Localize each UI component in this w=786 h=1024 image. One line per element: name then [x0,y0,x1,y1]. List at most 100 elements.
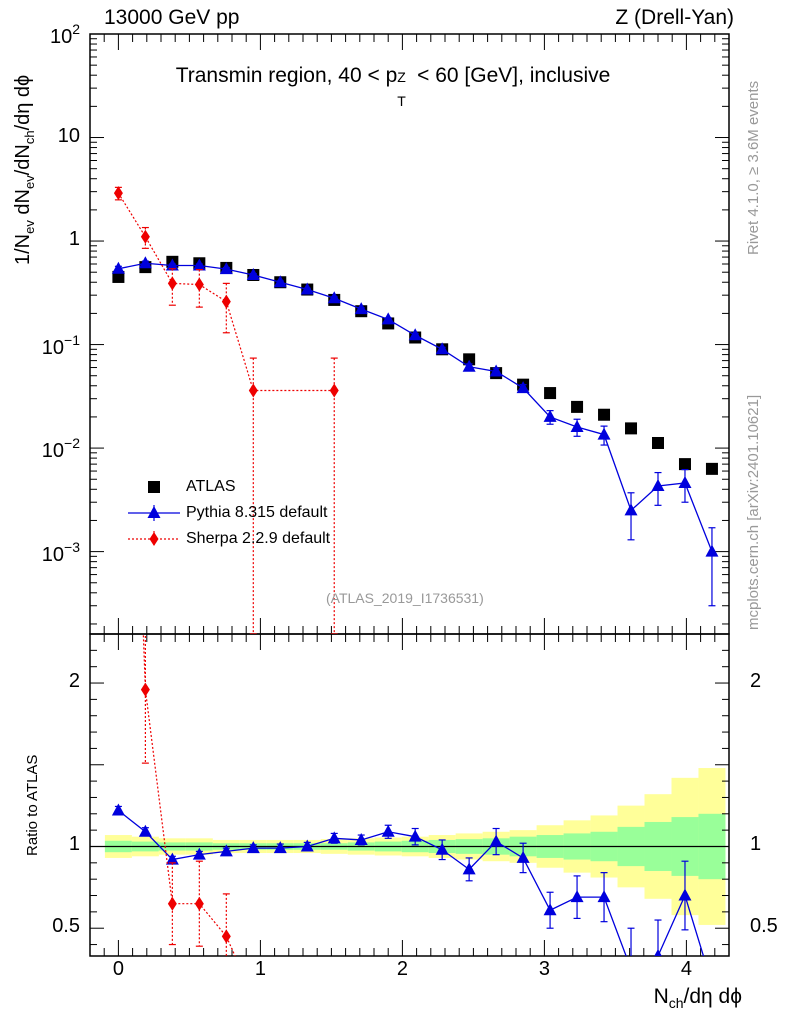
atlas-point [705,462,718,475]
x-tick-label: 4 [680,958,692,980]
ylabel-s2: ev [22,175,37,190]
title-suffix: < 60 [GeV], inclusive [411,64,611,87]
pythia-ratio-point [300,839,314,852]
pythia-ratio-point [435,842,449,855]
ylabel-p2: dN [12,189,34,221]
pythia-ratio-point [111,803,125,816]
analysis-watermark: (ATLAS_2019_I1736531) [326,590,484,606]
atlas-point [571,400,584,413]
pythia-ratio-point [219,844,233,857]
pythia-point [543,409,557,422]
pythia-point [489,364,503,377]
pythia-point [516,381,530,394]
x-tick-label: 3 [538,958,550,980]
sherpa-ratio-point [167,896,177,911]
atlas-point [652,436,664,449]
sherpa-point [113,186,123,201]
legend-pythia-label: Pythia 8.315 default [186,504,328,521]
pythia-point [408,328,422,341]
legend-atlas-marker [148,481,160,493]
rivet-label: Rivet 4.1.0, ≥ 3.6M events [745,80,762,255]
y-tick-label-main: 10−1 [41,331,80,359]
y-tick-label-main: 1 [68,228,80,251]
x-tick-label: 0 [112,958,124,980]
pythia-point [624,503,638,516]
pythia-ratio-point [327,831,341,844]
y-tick-label-main: 10 [57,124,80,147]
y-tick-label-main: 10−2 [41,435,80,463]
pythia-point [705,544,719,557]
y-axis-label-main: 1/Nev dNev/dNch/dη dϕ [12,75,37,265]
sherpa-point [248,383,258,398]
sherpa-ratio-point [140,682,150,697]
y-axis-label-ratio: Ratio to ATLAS [24,754,41,856]
sherpa-point [140,229,150,244]
title-sub: T [397,93,406,109]
pythia-ratio-point [165,852,179,865]
pythia-point [435,342,449,355]
pythia-ratio-point [273,841,287,854]
sherpa-ratio-point [330,982,339,996]
sherpa-point [221,294,231,309]
ylabel-s3: ch [22,130,37,145]
pythia-ratio-point [381,824,395,837]
pythia-ratio-point [654,949,662,956]
sherpa-point [329,383,339,398]
sherpa-ratio-point [194,896,204,911]
sherpa-ratio-point [221,929,231,944]
atlas-point [112,270,125,283]
ylabel-p3: /dN [12,144,34,176]
y-tick-label-ratio-right: 1 [750,833,762,856]
y-tick-label-main: 10−3 [41,538,80,566]
pythia-point [327,291,341,304]
header-process: Z (Drell-Yan) [615,6,734,29]
sherpa-point [167,276,177,291]
pythia-point [354,302,368,315]
pythia-ratio-point [246,841,260,854]
ratio-plot-frame [89,633,730,957]
legend-sherpa-marker [149,532,159,546]
atlas-point [463,353,476,366]
pythia-ratio-point [597,890,611,903]
sherpa-ratio-point [249,990,258,1004]
ylabel-s1: ev [22,220,37,234]
pythia-ratio-point [543,903,557,916]
pythia-point [570,419,584,432]
y-tick-label-ratio-right: 0.5 [750,915,778,938]
pythia-ratio-point [516,850,530,863]
legend-atlas-label: ATLAS [186,478,236,495]
legend-pythia-marker [147,506,161,518]
y-tick-label-main: 102 [49,21,80,48]
sherpa-series [113,186,339,1004]
title-sup: Z [397,69,406,85]
pythia-point [111,261,125,274]
pythia-point [597,427,611,440]
pythia-point [138,256,152,269]
pythia-point [381,312,395,325]
legend-markers [128,481,180,547]
pythia-point [651,479,665,492]
mcplots-label: mcplots.cern.ch [arXiv:2401.10621] [745,394,762,630]
pythia-ratio-point [462,862,476,875]
atlas-point [625,422,638,435]
y-tick-label-ratio: 0.5 [52,915,80,938]
pythia-point [462,359,476,372]
pythia-point [300,282,314,295]
pythia-ratio-point [678,888,692,901]
pythia-ratio-point [625,962,638,974]
y-tick-label-ratio-right: 2 [750,670,762,693]
x-axis-label: Nch/dη dϕ [654,985,742,1011]
header-energy: 13000 GeV pp [104,6,240,29]
ylabel-p1: 1/N [12,233,34,265]
ylabel-p4: /dη dϕ [12,74,34,131]
legend-sherpa-label: Sherpa 2.2.9 default [186,530,331,547]
pythia-point [165,258,179,271]
xlabel-ch: ch [668,995,684,1012]
y-tick-label-ratio: 2 [68,670,80,693]
atlas-point [544,387,557,400]
atlas-point [678,458,691,471]
atlas-point [598,408,611,421]
xlabel-n: N [653,985,669,1008]
